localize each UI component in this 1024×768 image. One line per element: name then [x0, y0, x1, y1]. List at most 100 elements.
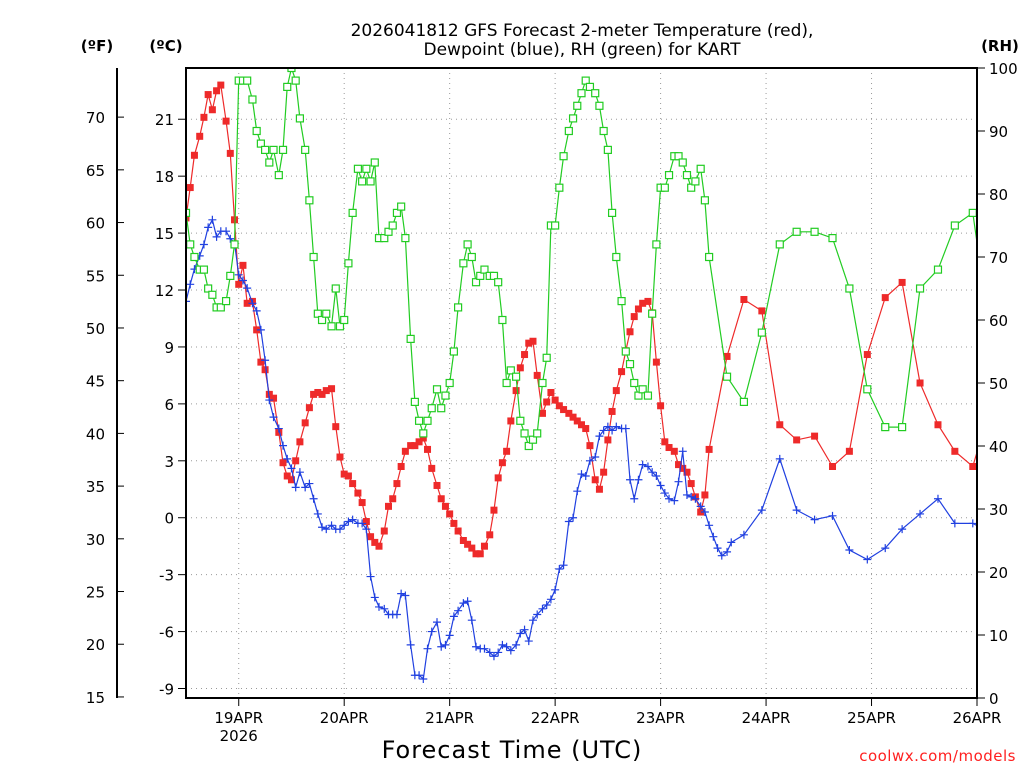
temperature-point: [397, 462, 405, 470]
rh-point: [313, 309, 322, 318]
celsius-tick-label: -3: [159, 567, 174, 585]
rh-point: [660, 183, 669, 192]
fahrenheit-tick-label: 45: [86, 373, 105, 391]
x-tick-label: 23APR: [636, 709, 685, 727]
rh-point: [581, 76, 590, 85]
dewpoint-point: [987, 529, 995, 537]
rh-point: [607, 208, 617, 217]
dewpoint-point: [542, 601, 551, 610]
rh-point: [441, 391, 450, 400]
rh-point: [380, 234, 389, 243]
temperature-point: [494, 474, 502, 482]
temperature-point: [261, 366, 269, 374]
dewpoint-point: [705, 521, 714, 530]
rh-point: [331, 284, 340, 293]
rh-point: [256, 139, 265, 148]
dewpoint-point: [362, 525, 371, 534]
temperature-point: [543, 398, 551, 406]
dewpoint-point: [506, 646, 515, 655]
dewpoint-point: [441, 640, 450, 649]
rh-point: [414, 416, 424, 425]
rh-point: [551, 221, 560, 230]
temperature-point: [446, 510, 454, 518]
temperature-point: [310, 390, 318, 398]
temperature-point: [1004, 279, 1011, 286]
dewpoint-point: [528, 616, 537, 625]
temperature-point: [459, 537, 467, 544]
dewpoint-point: [358, 519, 367, 528]
rh-point: [687, 183, 696, 192]
temperature-point: [389, 495, 397, 503]
dewpoint-point: [380, 604, 389, 613]
rh-point: [327, 322, 336, 331]
dewpoint-point: [449, 612, 458, 621]
rh-point: [309, 252, 318, 262]
temperature-point: [529, 337, 537, 345]
dewpoint-point: [265, 396, 274, 405]
temperature-point: [253, 326, 261, 334]
rh-point: [459, 259, 468, 268]
rh-point: [230, 240, 239, 249]
rh-point: [792, 227, 801, 236]
x-tick-label: 24APR: [742, 709, 791, 727]
temperature-point: [407, 442, 415, 450]
rh-point: [388, 221, 397, 230]
dewpoint-point: [459, 599, 468, 608]
rh-point: [301, 145, 310, 154]
dewpoint-point: [322, 525, 331, 534]
temperature-point: [415, 438, 423, 446]
celsius-tick-label: 0: [164, 510, 174, 528]
dewpoint-point: [538, 604, 547, 613]
dewpoint-point: [212, 232, 221, 241]
dewpoint-point: [454, 606, 463, 615]
dewpoint-point: [682, 490, 691, 499]
dewpoint-point: [881, 544, 890, 553]
rh-point: [370, 158, 379, 167]
dewpoint-point: [313, 509, 322, 518]
rh-point: [248, 95, 257, 104]
rh-point: [494, 278, 503, 287]
temperature-point: [208, 106, 216, 114]
rh-point: [186, 208, 191, 217]
temperature-point: [476, 550, 484, 558]
dewpoint-point: [775, 454, 784, 463]
rh-tick-label: 90: [989, 123, 1008, 141]
chart-title-line2: Dewpoint (blue), RH (green) for KART: [423, 40, 741, 60]
dewpoint-point: [524, 637, 533, 646]
rh-point: [384, 227, 393, 236]
x-tick-label: 22APR: [531, 709, 580, 727]
rh-tick-label: 40: [989, 438, 1008, 456]
temperature-point: [358, 499, 366, 507]
rh-point: [392, 208, 402, 217]
rh-point: [278, 145, 288, 154]
dewpoint-point: [370, 593, 379, 602]
temperature-point: [367, 533, 375, 541]
rh-point: [243, 76, 252, 85]
temperature-point: [428, 464, 436, 472]
rh-series: [186, 68, 977, 451]
dewpoint-point: [419, 675, 428, 684]
dewpoint-point: [559, 561, 568, 570]
temperature-point: [612, 387, 620, 395]
temperature-point: [441, 502, 449, 510]
temperature-point: [533, 371, 541, 379]
fahrenheit-tick-label: 15: [86, 689, 105, 707]
rh-point: [295, 114, 305, 123]
temperature-point: [634, 305, 642, 313]
temperature-point: [701, 491, 709, 499]
dewpoint-point: [950, 519, 959, 528]
rh-point: [950, 221, 959, 230]
temperature-point: [437, 495, 445, 503]
temperature-point: [578, 421, 585, 429]
temperature-point: [186, 184, 194, 192]
dewpoint-point: [305, 479, 314, 488]
temperature-point: [213, 87, 221, 95]
rh-tick-label: 60: [989, 312, 1008, 330]
celsius-unit-label: (ºC): [149, 37, 182, 55]
dewpoint-point: [406, 640, 415, 649]
grid-lines: [186, 68, 977, 698]
rh-point: [269, 145, 278, 154]
temperature-point: [604, 436, 612, 444]
temperature-point: [586, 442, 594, 450]
temperature-point: [600, 468, 608, 476]
